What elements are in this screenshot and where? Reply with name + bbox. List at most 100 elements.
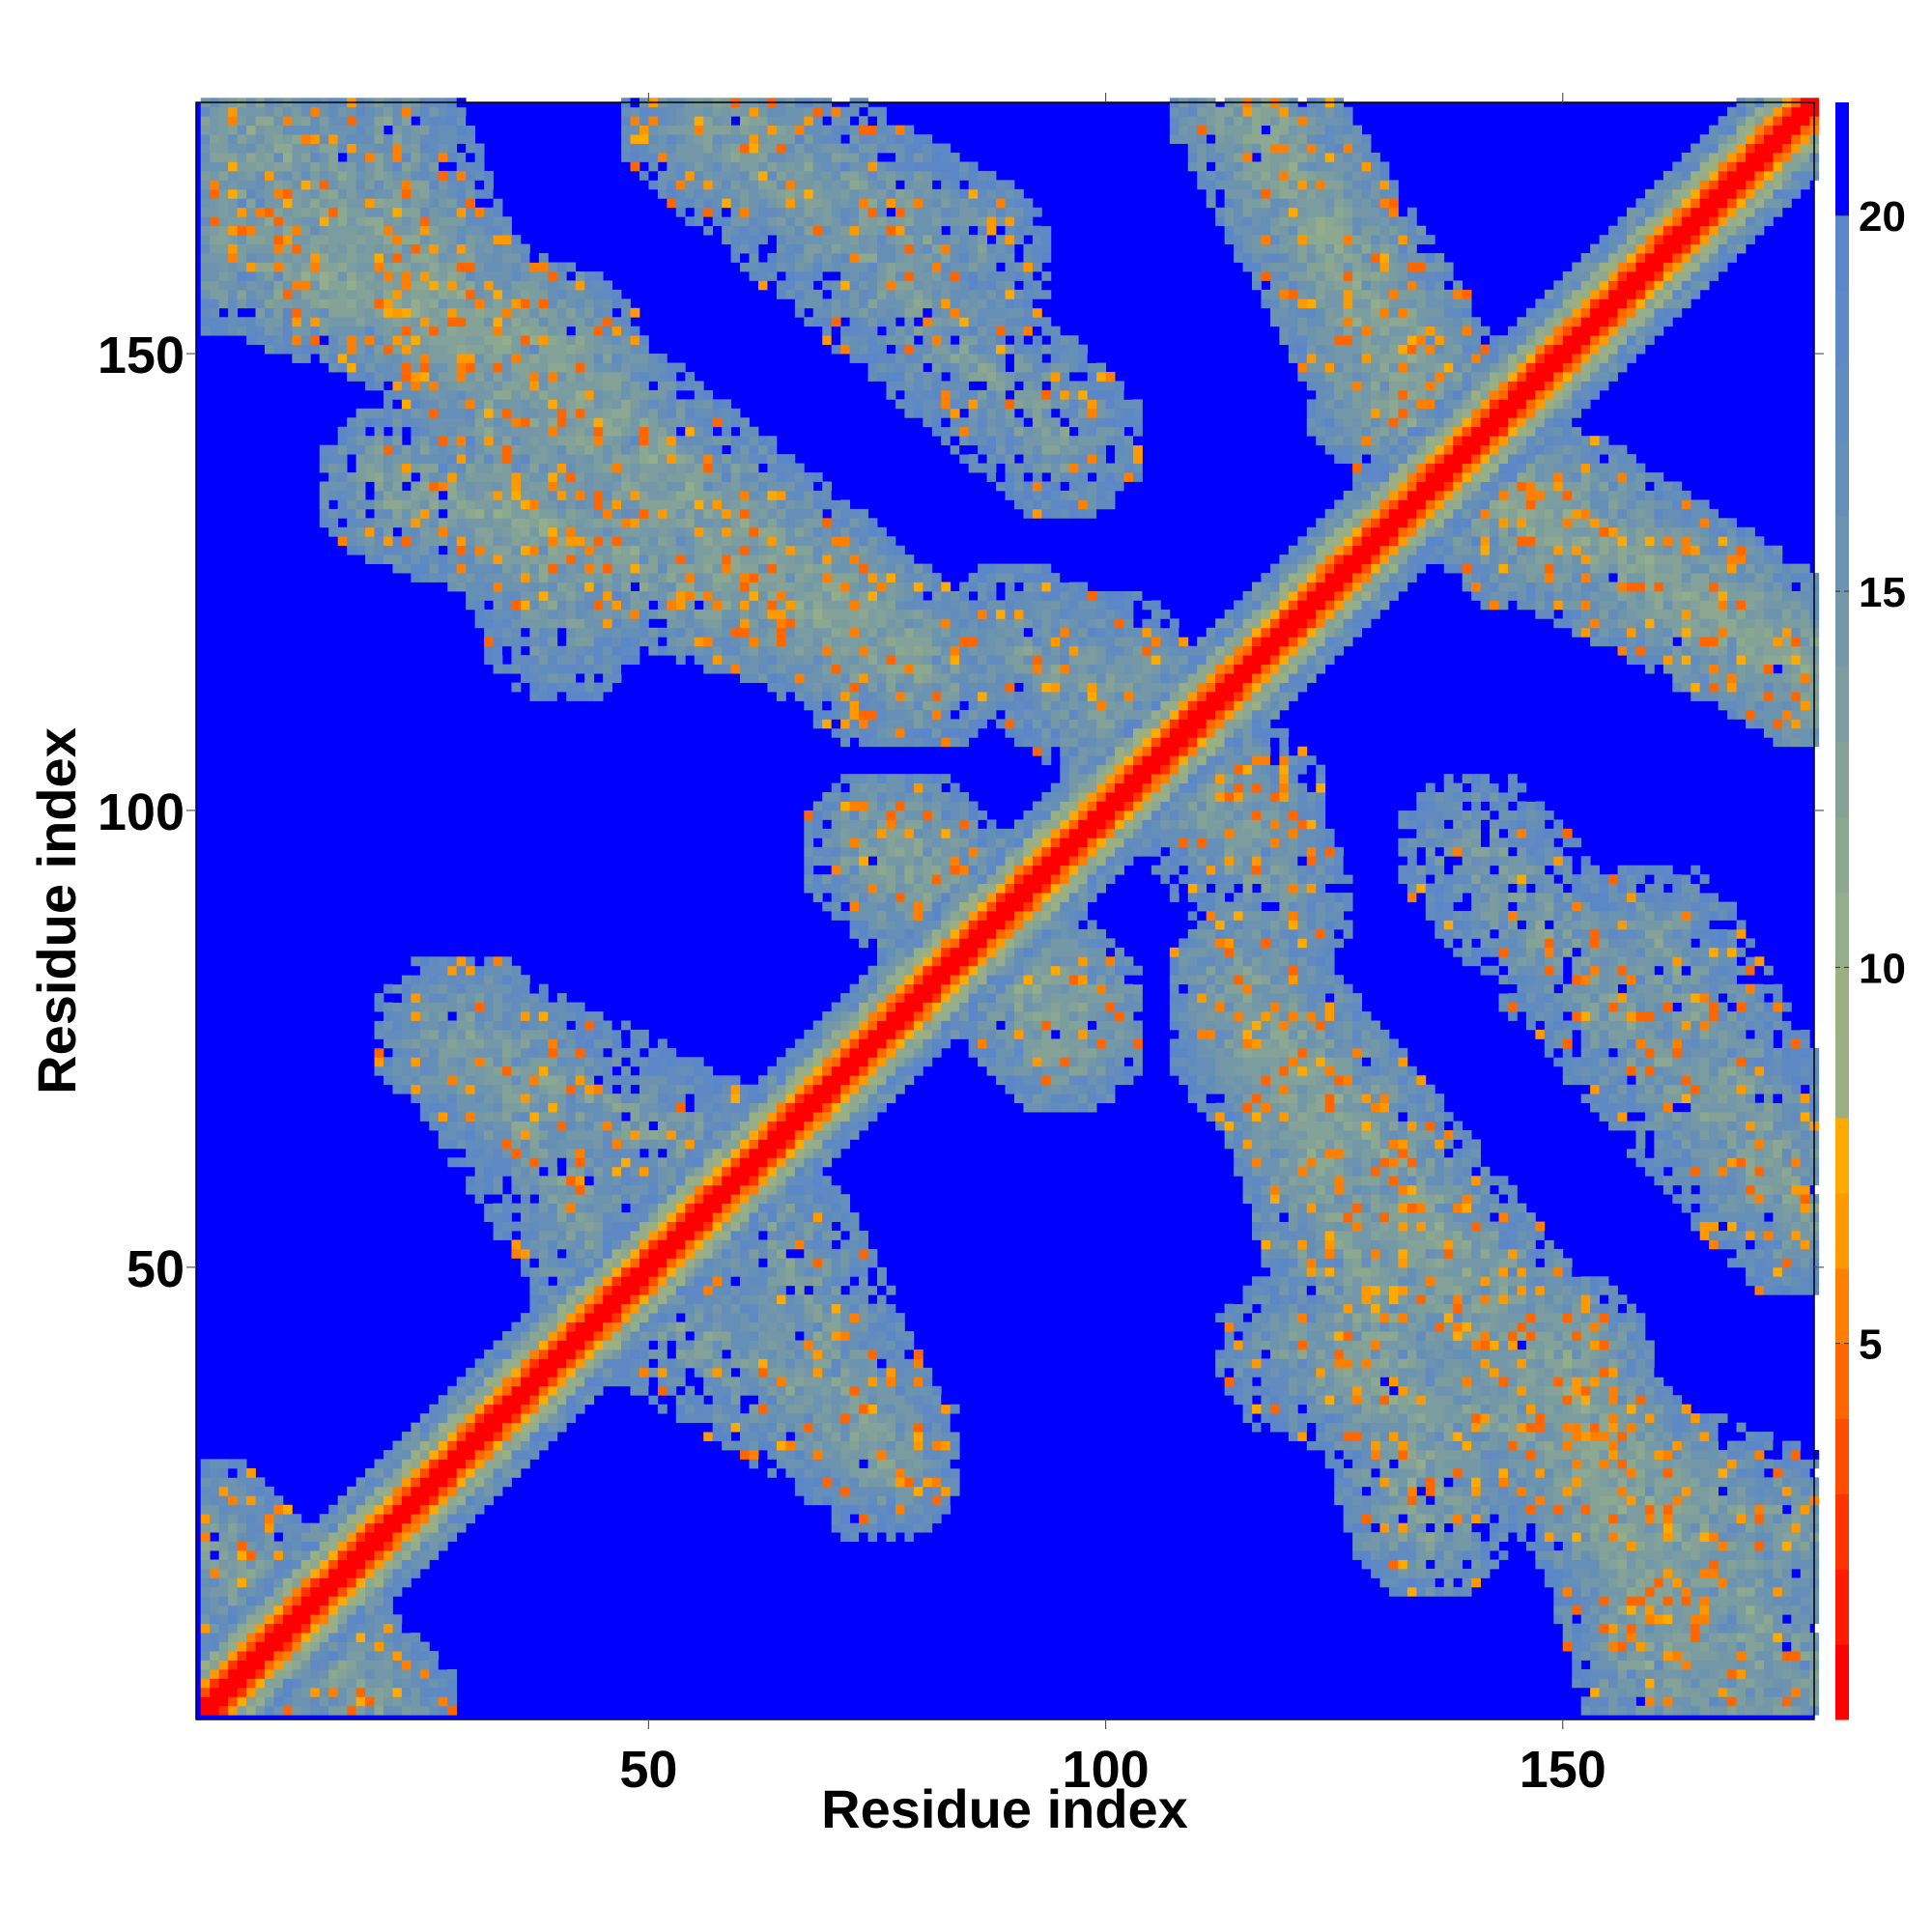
heatmap-cell [392,1532,403,1542]
heatmap-cell [749,1404,759,1414]
heatmap-cell [474,1002,485,1012]
heatmap-cell [639,1139,649,1150]
heatmap-cell [392,317,403,327]
heatmap-cell [484,1367,494,1378]
heatmap-cell [319,225,329,236]
heatmap-cell [502,289,512,299]
heatmap-cell [456,554,467,565]
heatmap-cell [520,298,530,309]
heatmap-cell [438,1002,448,1012]
heatmap-cell [648,1184,659,1195]
heatmap-cell [603,1194,612,1205]
heatmap-cell [657,362,668,373]
heatmap-cell [484,444,494,455]
heatmap-cell [548,545,558,555]
heatmap-cell [730,637,741,647]
heatmap-cell [556,444,567,455]
heatmap-cell [712,627,723,638]
heatmap-cell [484,508,494,519]
heatmap-cell [374,253,384,263]
heatmap-cell [639,1184,649,1195]
heatmap-cell [456,426,467,437]
heatmap-cell [740,1349,750,1359]
heatmap-cell [292,235,302,244]
heatmap-cell [566,1303,577,1314]
heatmap-cell [757,1459,768,1469]
heatmap-cell [685,1258,696,1268]
heatmap-cell [703,1404,714,1414]
heatmap-cell [300,1559,311,1570]
heatmap-cell [584,1176,595,1186]
heatmap-cell [493,582,503,592]
heatmap-cell [703,1266,714,1277]
heatmap-cell [712,472,723,482]
heatmap-cell [584,1395,595,1406]
heatmap-cell [337,536,348,547]
heatmap-cell [694,143,704,154]
heatmap-cell [749,1121,759,1131]
heatmap-cell [556,1422,567,1433]
heatmap-cell [621,582,631,592]
heatmap-cell [657,1176,668,1186]
heatmap-cell [749,1248,759,1259]
heatmap-cell [667,1075,677,1086]
heatmap-cell [502,1395,512,1406]
heatmap-cell [429,1002,440,1012]
heatmap-cell [282,235,293,244]
heatmap-cell [429,1075,440,1086]
heatmap-cell [529,1221,540,1232]
heatmap-cell [730,1404,741,1414]
heatmap-cell [493,1340,503,1350]
heatmap-cell [584,563,595,574]
heatmap-cell [548,426,558,437]
heatmap-cell [411,1011,421,1021]
heatmap-cell [237,1687,247,1697]
heatmap-cell [611,590,622,601]
heatmap-cell [520,1102,530,1113]
heatmap-cell [556,655,567,666]
heatmap-cell [730,664,741,674]
heatmap-cell [730,444,741,455]
heatmap-cell [419,262,430,272]
heatmap-cell [703,1084,714,1094]
heatmap-cell [740,1321,750,1332]
heatmap-cell [685,472,696,482]
heatmap-cell [466,1148,476,1158]
heatmap-cell [575,573,585,582]
heatmap-cell [630,1203,640,1213]
heatmap-cell [630,1194,640,1205]
heatmap-cell [566,1285,577,1295]
heatmap-cell [264,1550,274,1560]
heatmap-cell [548,1413,558,1424]
heatmap-cell [667,134,677,144]
heatmap-cell [466,1367,476,1378]
heatmap-cell [685,1221,696,1232]
heatmap-cell [593,1020,604,1031]
heatmap-cell [392,444,403,455]
heatmap-cell [493,1450,503,1460]
heatmap-cell [419,1550,430,1560]
heatmap-cell [639,582,649,592]
heatmap-cell [740,225,750,236]
heatmap-cell [392,326,403,336]
heatmap-cell [529,317,540,327]
heatmap-cell [648,153,659,162]
heatmap-cell [493,1203,503,1213]
heatmap-cell [347,198,356,209]
heatmap-cell [639,563,649,574]
heatmap-cell [511,1038,522,1049]
heatmap-cell [237,1678,247,1689]
heatmap-cell [474,508,485,519]
heatmap-cell [337,1504,348,1515]
heatmap-cell [630,1248,640,1259]
heatmap-cell [374,993,384,1003]
heatmap-cell [310,335,321,346]
heatmap-cell [401,454,412,464]
heatmap-cell [639,389,649,400]
heatmap-cell [401,116,412,127]
heatmap-cell [657,1094,668,1104]
heatmap-cell [447,280,458,291]
heatmap-cell [374,1586,384,1597]
heatmap-cell [300,216,311,227]
heatmap-cell [740,508,750,519]
